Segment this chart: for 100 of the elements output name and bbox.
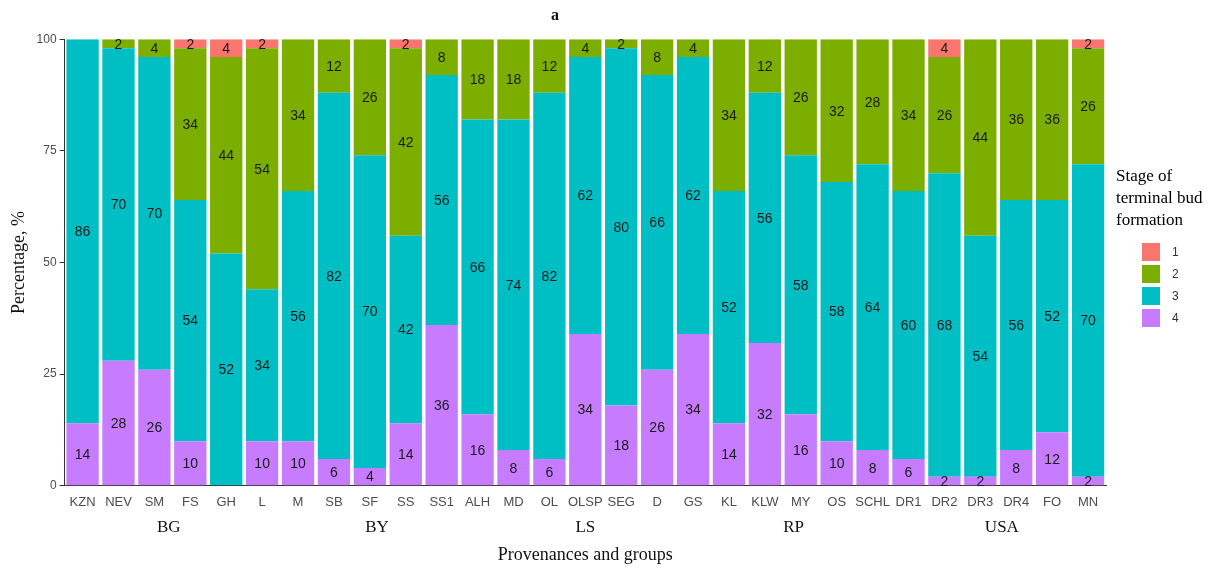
- data-label: 70: [362, 303, 378, 320]
- data-label: 60: [900, 316, 917, 333]
- data-label: 34: [721, 106, 737, 123]
- data-label: 42: [397, 321, 414, 338]
- data-label: 18: [613, 437, 630, 454]
- data-label: 10: [828, 455, 845, 472]
- data-label: 6: [330, 464, 339, 481]
- data-label: 26: [936, 106, 953, 123]
- data-label: 34: [900, 106, 917, 123]
- data-label: 4: [940, 39, 949, 56]
- data-label: 66: [649, 214, 666, 231]
- x-tick-label: D: [652, 494, 662, 510]
- data-label: 2: [976, 472, 985, 489]
- data-label: 34: [577, 401, 594, 418]
- data-label: 4: [581, 39, 590, 56]
- data-label: 14: [74, 446, 91, 463]
- data-label: 4: [222, 39, 231, 56]
- data-label: 2: [401, 35, 410, 52]
- data-label: 64: [864, 299, 881, 316]
- data-label: 8: [509, 459, 518, 476]
- x-tick-label: MN: [1077, 494, 1099, 510]
- data-label: 36: [433, 397, 450, 414]
- legend-label: 2: [1172, 267, 1179, 281]
- x-tick-label: FS: [181, 494, 199, 510]
- data-label: 44: [972, 129, 989, 146]
- x-tick-label: OL: [540, 494, 559, 510]
- data-label: 18: [505, 71, 522, 88]
- data-label: 26: [792, 89, 809, 106]
- x-tick-label: DR3: [967, 494, 994, 510]
- x-tick-label: OS: [827, 494, 847, 510]
- data-label: 34: [182, 115, 199, 132]
- y-tick-label: 100: [36, 31, 57, 46]
- data-label: 54: [972, 348, 989, 365]
- data-label: 2: [940, 472, 949, 489]
- data-label: 6: [545, 464, 554, 481]
- data-label: 28: [110, 414, 127, 431]
- x-axis-title: Provenances and groups: [497, 543, 673, 564]
- chart-title: a: [551, 5, 559, 23]
- legend-label: 1: [1172, 245, 1179, 259]
- data-label: 4: [365, 468, 374, 485]
- legend-title: Stage of terminal bud formation: [1116, 165, 1204, 231]
- data-label: 56: [290, 307, 307, 324]
- data-label: 8: [437, 48, 446, 65]
- data-label: 70: [110, 196, 127, 213]
- data-label: 70: [146, 205, 163, 222]
- data-label: 58: [828, 303, 845, 320]
- data-label: 26: [362, 89, 378, 106]
- data-label: 8: [868, 459, 877, 476]
- data-label: 44: [218, 147, 235, 164]
- x-tick-label: DR1: [895, 494, 922, 510]
- data-label: 54: [182, 312, 199, 329]
- data-label: 52: [218, 361, 235, 378]
- data-label: 6: [904, 464, 913, 481]
- data-label: 32: [757, 405, 773, 422]
- data-label: 70: [1080, 312, 1097, 329]
- data-label: 62: [685, 187, 702, 204]
- data-label: 56: [1008, 316, 1025, 333]
- data-label: 12: [757, 57, 773, 74]
- data-label: 8: [1012, 459, 1021, 476]
- data-label: 34: [685, 401, 702, 418]
- text: USA: [984, 517, 1020, 537]
- data-label: 2: [114, 35, 123, 52]
- data-label: 2: [1084, 35, 1093, 52]
- data-label: 56: [433, 191, 450, 208]
- x-tick-label: SS: [397, 494, 415, 510]
- data-label: 32: [828, 102, 845, 119]
- x-tick-label: SB: [325, 494, 343, 510]
- data-label: 34: [254, 357, 271, 374]
- data-label: 2: [258, 35, 267, 52]
- text: BG: [156, 517, 181, 537]
- x-tick-label: OLSP: [567, 494, 603, 510]
- data-label: 28: [864, 93, 881, 110]
- data-label: 14: [397, 446, 414, 463]
- data-label: 10: [290, 455, 307, 472]
- data-label: 82: [326, 267, 342, 284]
- x-tick-label: KLW: [751, 494, 780, 510]
- data-label: 2: [1084, 472, 1093, 489]
- data-label: 54: [254, 160, 271, 177]
- data-label: 86: [74, 223, 91, 240]
- text: BY: [365, 517, 389, 537]
- data-label: 56: [757, 209, 773, 226]
- data-label: 4: [150, 39, 159, 56]
- data-label: 62: [577, 187, 594, 204]
- x-tick-label: SCHL: [855, 494, 890, 510]
- y-axis-title: Percentage, %: [7, 211, 28, 314]
- data-label: 16: [469, 441, 486, 458]
- x-tick-label: MY: [791, 494, 811, 510]
- x-tick-label: DR4: [1003, 494, 1030, 510]
- x-tick-label: L: [258, 494, 266, 510]
- data-label: 26: [649, 419, 666, 436]
- data-label: 26: [146, 419, 163, 436]
- data-label: 74: [505, 276, 522, 293]
- data-label: 34: [290, 106, 307, 123]
- x-tick-label: FO: [1043, 494, 1062, 510]
- x-tick-label: SEG: [607, 494, 635, 510]
- y-tick-label: 0: [49, 478, 57, 493]
- data-label: 2: [186, 35, 195, 52]
- data-label: 12: [326, 57, 342, 74]
- text: RP: [783, 517, 804, 537]
- legend-label: 3: [1172, 289, 1179, 303]
